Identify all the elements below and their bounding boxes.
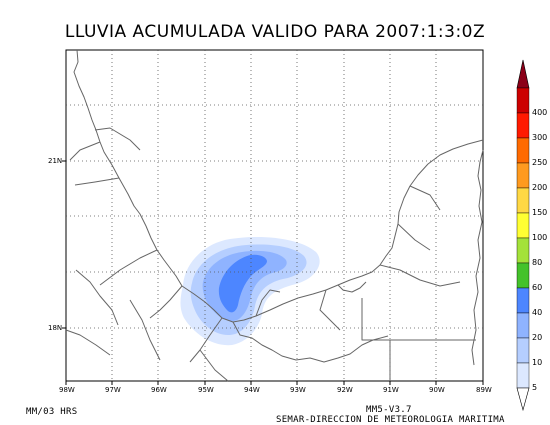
yucatan-east-coast [471,149,484,366]
coastlines [65,49,484,382]
lon-tick-96w: 96W [151,386,167,394]
colorbar-swatch [516,362,530,389]
colorbar-level-label: 40 [532,308,543,317]
colorbar-swatch [516,212,530,239]
footer-model: MM5-V3.7 [366,405,412,415]
map-frame [65,49,484,382]
lon-tick-92w: 92W [337,386,353,394]
colorbar-swatch [516,337,530,364]
state-lines [69,127,461,363]
state-lines-2 [65,269,229,382]
lon-tick-97w: 97W [105,386,121,394]
colorbar-swatch [516,237,530,264]
colorbar-swatch [516,112,530,139]
colorbar-level-label: 150 [532,208,548,217]
colorbar-max-arrow [516,59,530,89]
graticule [66,50,483,381]
lat-tick-18n: 18N [48,324,63,332]
border-guatemala [232,321,389,363]
tick-marks [62,160,484,385]
lon-tick-98w: 98W [59,386,75,394]
colorbar-level-label: 250 [532,158,548,167]
lon-tick-94w: 94W [244,386,260,394]
colorbar-level-label: 5 [532,383,538,392]
colorbar-level-label: 80 [532,258,543,267]
lon-tick-95w: 95W [198,386,214,394]
laguna-terminos [337,281,367,293]
colorbar-level-label: 300 [532,133,548,142]
lon-tick-90w: 90W [429,386,445,394]
gulf-coastline [73,49,484,323]
border-guatemala-2 [361,298,391,381]
lon-tick-89w: 89W [476,386,492,394]
colorbar-swatch [516,187,530,214]
lon-tick-91w: 91W [383,386,399,394]
colorbar-level-label: 10 [532,358,543,367]
lon-tick-93w: 93W [290,386,306,394]
colorbar-level-label: 60 [532,283,543,292]
colorbar-min-arrow [516,387,530,412]
colorbar-swatch [516,162,530,189]
rain-field [180,236,320,346]
colorbar-swatch [516,262,530,289]
chart-title: LLUVIA ACUMULADA VALIDO PARA 2007:1:3:0Z [64,22,486,42]
footer-agency: SEMAR-DIRECCION DE METEOROLOGIA MARITIMA [276,415,505,425]
colorbar-swatch [516,87,530,114]
colorbar-swatch [516,312,530,339]
colorbar-level-label: 200 [532,183,548,192]
colorbar-swatch [516,137,530,164]
colorbar-level-label: 20 [532,333,543,342]
colorbar-level-label: 400 [532,108,548,117]
rain-contour-40 [218,254,267,313]
lat-tick-21n: 21N [48,157,63,165]
footer-interval: MM/03 HRS [26,407,78,417]
colorbar-swatch [516,287,530,314]
colorbar-level-label: 100 [532,233,548,242]
colorbar [516,59,530,412]
